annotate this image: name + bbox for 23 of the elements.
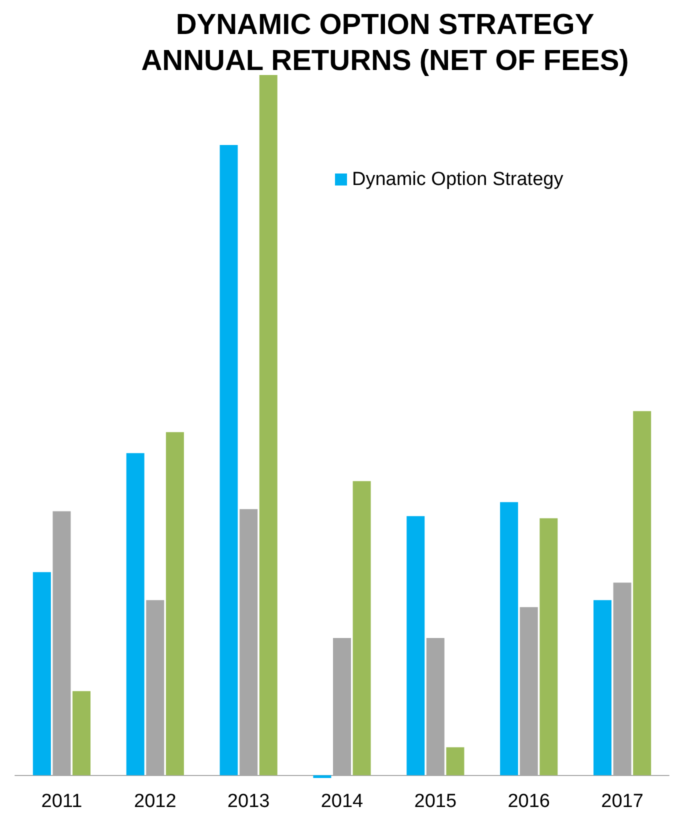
bar — [166, 432, 184, 776]
x-tick-label: 2017 — [601, 791, 644, 812]
bar — [352, 481, 371, 776]
bar — [126, 453, 144, 776]
x-tick-label: 2016 — [508, 791, 550, 812]
bar — [500, 502, 518, 776]
bar — [540, 518, 558, 776]
bar — [633, 411, 652, 776]
bar — [220, 145, 238, 776]
bar — [313, 775, 332, 778]
x-tick-label: 2014 — [320, 791, 364, 812]
bar — [259, 75, 278, 776]
bar — [446, 747, 464, 776]
bar — [32, 572, 51, 776]
chart-title: DYNAMIC OPTION STRATEGY ANNUAL RETURNS (NET OF FEES) — [141, 9, 629, 77]
bar — [593, 600, 612, 776]
x-tick-label: 2013 — [227, 791, 270, 812]
bar — [72, 691, 91, 776]
x-tick-label: 2012 — [134, 791, 176, 812]
bar — [406, 516, 425, 776]
x-tick-label: 2015 — [414, 791, 457, 812]
legend-label: Dynamic Option Strategy — [352, 169, 564, 190]
x-tick-label: 2011 — [41, 791, 82, 812]
